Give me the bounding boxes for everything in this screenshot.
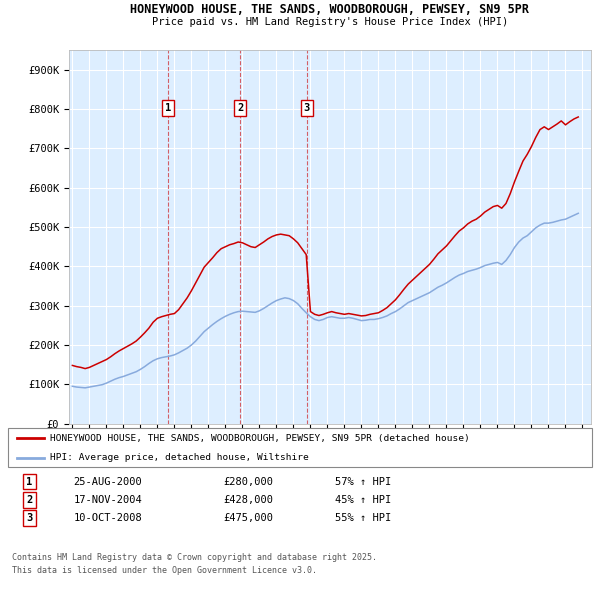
Text: 2: 2	[26, 495, 32, 505]
Text: 2: 2	[237, 103, 244, 113]
Text: 3: 3	[26, 513, 32, 523]
Text: £428,000: £428,000	[224, 495, 274, 505]
Text: 1: 1	[165, 103, 172, 113]
Text: 45% ↑ HPI: 45% ↑ HPI	[335, 495, 392, 505]
Text: 10-OCT-2008: 10-OCT-2008	[74, 513, 142, 523]
Text: £280,000: £280,000	[224, 477, 274, 487]
Text: This data is licensed under the Open Government Licence v3.0.: This data is licensed under the Open Gov…	[12, 566, 317, 575]
Text: Price paid vs. HM Land Registry's House Price Index (HPI): Price paid vs. HM Land Registry's House …	[152, 17, 508, 27]
Text: 1: 1	[26, 477, 32, 487]
Text: 17-NOV-2004: 17-NOV-2004	[74, 495, 142, 505]
Text: £475,000: £475,000	[224, 513, 274, 523]
Text: Contains HM Land Registry data © Crown copyright and database right 2025.: Contains HM Land Registry data © Crown c…	[12, 553, 377, 562]
Text: 55% ↑ HPI: 55% ↑ HPI	[335, 513, 392, 523]
Text: 25-AUG-2000: 25-AUG-2000	[74, 477, 142, 487]
Text: HPI: Average price, detached house, Wiltshire: HPI: Average price, detached house, Wilt…	[50, 453, 309, 462]
FancyBboxPatch shape	[8, 428, 592, 467]
Text: 57% ↑ HPI: 57% ↑ HPI	[335, 477, 392, 487]
Text: HONEYWOOD HOUSE, THE SANDS, WOODBOROUGH, PEWSEY, SN9 5PR: HONEYWOOD HOUSE, THE SANDS, WOODBOROUGH,…	[131, 3, 530, 16]
Text: 3: 3	[304, 103, 310, 113]
Text: HONEYWOOD HOUSE, THE SANDS, WOODBOROUGH, PEWSEY, SN9 5PR (detached house): HONEYWOOD HOUSE, THE SANDS, WOODBOROUGH,…	[50, 434, 470, 442]
